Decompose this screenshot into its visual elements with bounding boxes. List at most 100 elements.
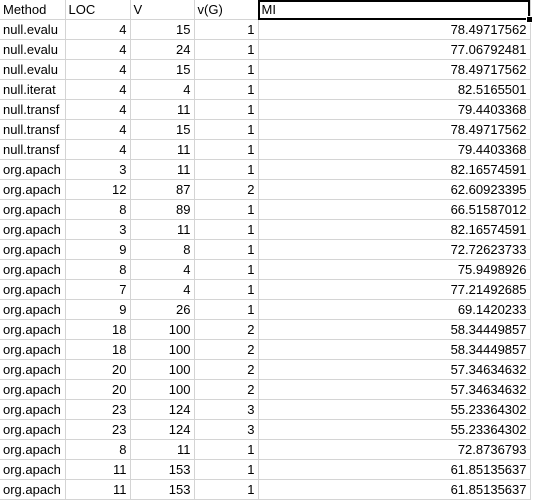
cell-loc[interactable]: 8 xyxy=(65,199,131,220)
cell-v[interactable]: 15 xyxy=(130,19,195,40)
cell-vg[interactable]: 1 xyxy=(194,119,259,140)
cell-mi[interactable]: 82.16574591 xyxy=(258,159,531,180)
cell-loc[interactable]: 9 xyxy=(65,299,131,320)
header-cell-loc[interactable]: LOC xyxy=(65,0,131,20)
cell-v[interactable]: 124 xyxy=(130,399,195,420)
cell-method[interactable]: org.apach xyxy=(0,299,66,320)
cell-method[interactable]: org.apach xyxy=(0,459,66,480)
cell-loc[interactable]: 12 xyxy=(65,179,131,200)
cell-vg[interactable]: 2 xyxy=(194,339,259,360)
cell-vg[interactable]: 1 xyxy=(194,459,259,480)
cell-v[interactable]: 153 xyxy=(130,479,195,500)
cell-method[interactable]: null.iterat xyxy=(0,79,66,100)
cell-method[interactable]: null.transf xyxy=(0,99,66,120)
header-cell-mi-selected[interactable]: MI xyxy=(258,0,531,20)
cell-loc[interactable]: 18 xyxy=(65,339,131,360)
cell-mi[interactable]: 72.72623733 xyxy=(258,239,531,260)
cell-mi[interactable]: 78.49717562 xyxy=(258,59,531,80)
cell-v[interactable]: 11 xyxy=(130,159,195,180)
cell-vg[interactable]: 1 xyxy=(194,39,259,60)
cell-v[interactable]: 26 xyxy=(130,299,195,320)
cell-vg[interactable]: 1 xyxy=(194,299,259,320)
cell-v[interactable]: 100 xyxy=(130,339,195,360)
cell-loc[interactable]: 3 xyxy=(65,219,131,240)
cell-loc[interactable]: 20 xyxy=(65,359,131,380)
cell-v[interactable]: 100 xyxy=(130,379,195,400)
cell-v[interactable]: 87 xyxy=(130,179,195,200)
cell-vg[interactable]: 1 xyxy=(194,479,259,500)
cell-method[interactable]: org.apach xyxy=(0,379,66,400)
cell-loc[interactable]: 4 xyxy=(65,139,131,160)
cell-vg[interactable]: 1 xyxy=(194,79,259,100)
cell-loc[interactable]: 8 xyxy=(65,259,131,280)
cell-loc[interactable]: 8 xyxy=(65,439,131,460)
cell-mi[interactable]: 72.8736793 xyxy=(258,439,531,460)
cell-method[interactable]: null.evalu xyxy=(0,59,66,80)
cell-mi[interactable]: 61.85135637 xyxy=(258,459,531,480)
cell-mi[interactable]: 77.06792481 xyxy=(258,39,531,60)
cell-mi[interactable]: 58.34449857 xyxy=(258,339,531,360)
cell-vg[interactable]: 1 xyxy=(194,239,259,260)
cell-mi[interactable]: 78.49717562 xyxy=(258,119,531,140)
cell-mi[interactable]: 82.16574591 xyxy=(258,219,531,240)
cell-mi[interactable]: 62.60923395 xyxy=(258,179,531,200)
cell-vg[interactable]: 3 xyxy=(194,419,259,440)
cell-method[interactable]: null.evalu xyxy=(0,19,66,40)
cell-mi[interactable]: 79.4403368 xyxy=(258,99,531,120)
cell-loc[interactable]: 11 xyxy=(65,479,131,500)
cell-loc[interactable]: 11 xyxy=(65,459,131,480)
cell-loc[interactable]: 3 xyxy=(65,159,131,180)
cell-vg[interactable]: 1 xyxy=(194,159,259,180)
cell-loc[interactable]: 4 xyxy=(65,19,131,40)
cell-v[interactable]: 100 xyxy=(130,319,195,340)
cell-v[interactable]: 11 xyxy=(130,439,195,460)
cell-loc[interactable]: 4 xyxy=(65,39,131,60)
cell-vg[interactable]: 3 xyxy=(194,399,259,420)
cell-vg[interactable]: 2 xyxy=(194,359,259,380)
cell-mi[interactable]: 78.49717562 xyxy=(258,19,531,40)
cell-method[interactable]: org.apach xyxy=(0,279,66,300)
cell-method[interactable]: null.transf xyxy=(0,139,66,160)
cell-vg[interactable]: 1 xyxy=(194,59,259,80)
cell-method[interactable]: org.apach xyxy=(0,259,66,280)
cell-loc[interactable]: 4 xyxy=(65,119,131,140)
cell-v[interactable]: 89 xyxy=(130,199,195,220)
cell-vg[interactable]: 1 xyxy=(194,259,259,280)
cell-vg[interactable]: 1 xyxy=(194,279,259,300)
cell-loc[interactable]: 7 xyxy=(65,279,131,300)
cell-mi[interactable]: 57.34634632 xyxy=(258,379,531,400)
header-cell-v[interactable]: V xyxy=(130,0,195,20)
cell-method[interactable]: org.apach xyxy=(0,319,66,340)
cell-mi[interactable]: 66.51587012 xyxy=(258,199,531,220)
cell-v[interactable]: 11 xyxy=(130,139,195,160)
cell-loc[interactable]: 4 xyxy=(65,79,131,100)
cell-vg[interactable]: 2 xyxy=(194,379,259,400)
cell-method[interactable]: org.apach xyxy=(0,159,66,180)
cell-loc[interactable]: 9 xyxy=(65,239,131,260)
cell-vg[interactable]: 2 xyxy=(194,319,259,340)
cell-v[interactable]: 24 xyxy=(130,39,195,60)
cell-loc[interactable]: 4 xyxy=(65,59,131,80)
cell-vg[interactable]: 1 xyxy=(194,139,259,160)
cell-method[interactable]: org.apach xyxy=(0,179,66,200)
cell-mi[interactable]: 61.85135637 xyxy=(258,479,531,500)
cell-mi[interactable]: 58.34449857 xyxy=(258,319,531,340)
cell-v[interactable]: 4 xyxy=(130,79,195,100)
cell-vg[interactable]: 1 xyxy=(194,99,259,120)
cell-method[interactable]: org.apach xyxy=(0,419,66,440)
cell-v[interactable]: 11 xyxy=(130,99,195,120)
cell-v[interactable]: 15 xyxy=(130,119,195,140)
header-cell-method[interactable]: Method xyxy=(0,0,66,20)
cell-vg[interactable]: 1 xyxy=(194,199,259,220)
cell-loc[interactable]: 4 xyxy=(65,99,131,120)
cell-method[interactable]: org.apach xyxy=(0,199,66,220)
cell-mi[interactable]: 82.5165501 xyxy=(258,79,531,100)
cell-mi[interactable]: 77.21492685 xyxy=(258,279,531,300)
cell-mi[interactable]: 55.23364302 xyxy=(258,399,531,420)
header-cell-vg[interactable]: v(G) xyxy=(194,0,259,20)
cell-method[interactable]: org.apach xyxy=(0,339,66,360)
cell-mi[interactable]: 69.1420233 xyxy=(258,299,531,320)
cell-method[interactable]: org.apach xyxy=(0,399,66,420)
cell-method[interactable]: org.apach xyxy=(0,439,66,460)
cell-method[interactable]: org.apach xyxy=(0,479,66,500)
